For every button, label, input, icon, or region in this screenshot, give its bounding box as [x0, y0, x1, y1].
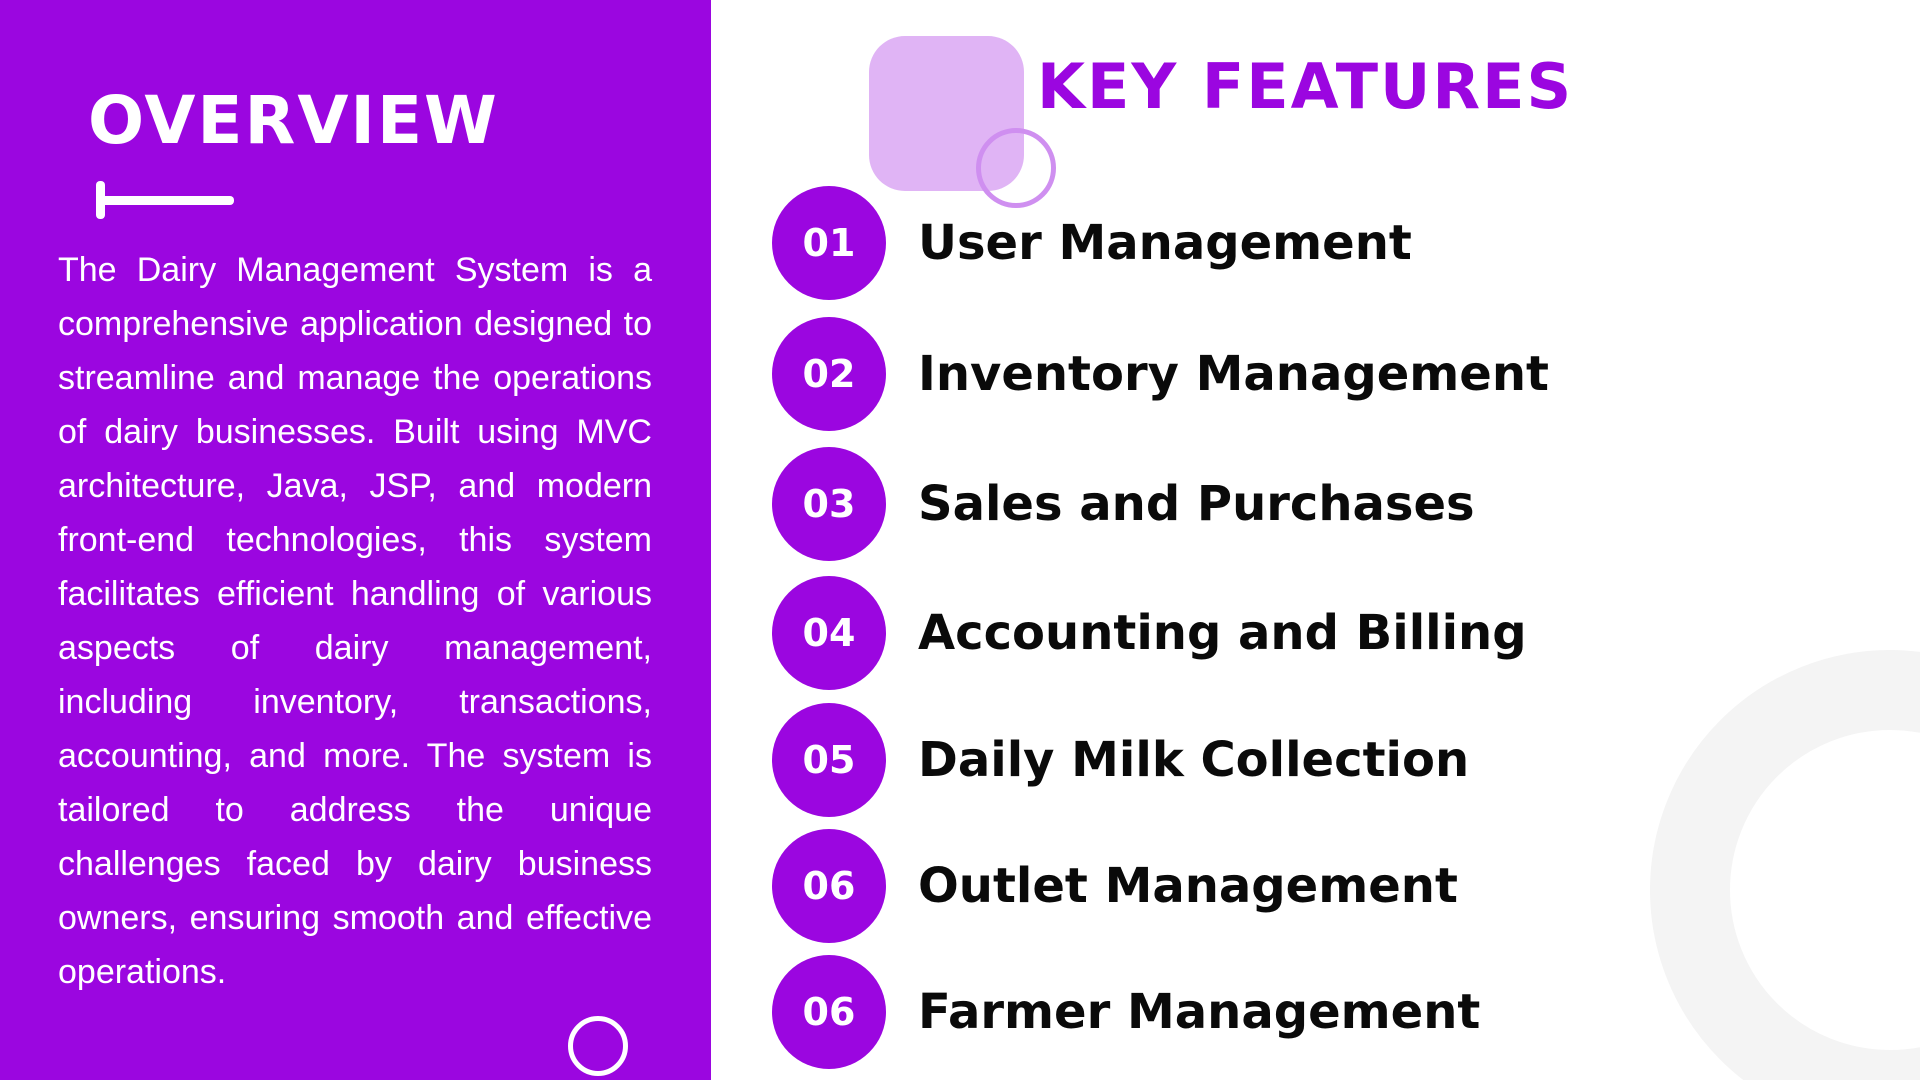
- feature-number-badge: 01: [772, 186, 886, 300]
- feature-number-badge: 05: [772, 703, 886, 817]
- feature-label: Daily Milk Collection: [918, 732, 1470, 788]
- feature-label: Sales and Purchases: [918, 476, 1475, 532]
- feature-number-badge: 02: [772, 317, 886, 431]
- decorative-ring-small: [568, 1016, 628, 1076]
- decorative-ring-medium: [976, 128, 1056, 208]
- feature-label: Accounting and Billing: [918, 605, 1527, 661]
- overview-panel: OVERVIEW The Dairy Management System is …: [0, 0, 711, 1080]
- feature-item-sales-and-purchases: 03 Sales and Purchases: [772, 447, 1672, 561]
- decorative-ring-large: [1650, 650, 1920, 1080]
- feature-number-badge: 03: [772, 447, 886, 561]
- title-underline: [96, 196, 234, 205]
- feature-number-badge: 06: [772, 955, 886, 1069]
- feature-item-inventory-management: 02 Inventory Management: [772, 317, 1672, 431]
- feature-item-outlet-management: 06 Outlet Management: [772, 829, 1672, 943]
- key-features-title: KEY FEATURES: [1037, 50, 1574, 123]
- feature-item-accounting-and-billing: 04 Accounting and Billing: [772, 576, 1672, 690]
- feature-item-user-management: 01 User Management: [772, 186, 1672, 300]
- feature-label: Farmer Management: [918, 984, 1481, 1040]
- overview-body: The Dairy Management System is a compreh…: [58, 251, 652, 991]
- feature-item-daily-milk-collection: 05 Daily Milk Collection: [772, 703, 1672, 817]
- feature-label: Inventory Management: [918, 346, 1549, 402]
- feature-label: Outlet Management: [918, 858, 1458, 914]
- feature-item-farmer-management: 06 Farmer Management: [772, 955, 1672, 1069]
- feature-number-badge: 06: [772, 829, 886, 943]
- feature-label: User Management: [918, 215, 1412, 271]
- feature-number-badge: 04: [772, 576, 886, 690]
- overview-title: OVERVIEW: [88, 82, 499, 159]
